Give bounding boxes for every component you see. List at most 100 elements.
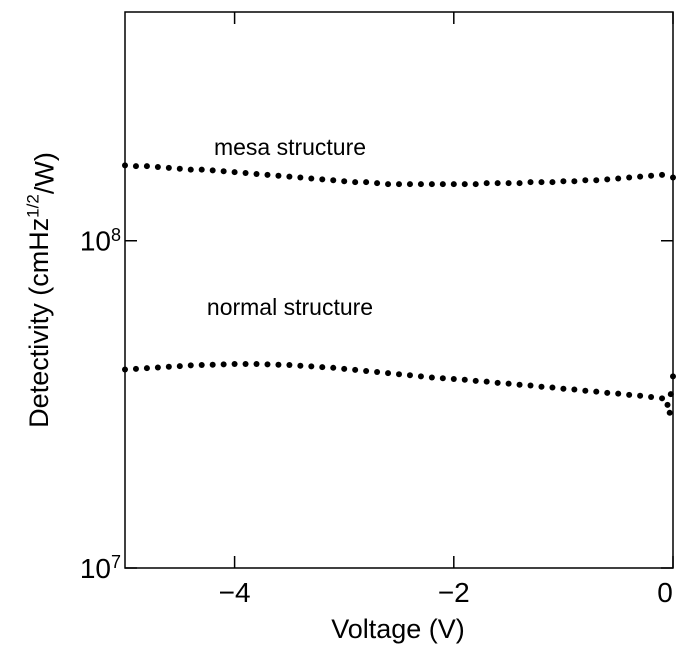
- data-point: [593, 177, 600, 184]
- data-point: [385, 370, 392, 377]
- data-point: [604, 389, 611, 396]
- data-point: [516, 180, 523, 187]
- data-point: [461, 181, 468, 188]
- x-axis-label: Voltage (V): [331, 614, 465, 644]
- y-tick-label: 108: [80, 225, 121, 257]
- data-point: [538, 179, 545, 186]
- data-point: [143, 163, 150, 170]
- data-point: [187, 166, 194, 173]
- x-tick-label: 0: [657, 577, 673, 608]
- data-point: [154, 164, 161, 171]
- data-point: [330, 177, 337, 184]
- data-point: [626, 174, 633, 181]
- data-point: [670, 373, 676, 380]
- data-point: [450, 181, 457, 188]
- data-point: [308, 175, 315, 182]
- data-point: [582, 387, 589, 394]
- data-point: [406, 372, 413, 379]
- series-label: normal structure: [207, 294, 373, 320]
- data-point: [461, 376, 468, 383]
- data-point: [549, 384, 556, 391]
- data-point: [220, 168, 227, 175]
- data-point: [604, 176, 611, 183]
- data-point: [406, 181, 413, 188]
- data-point: [428, 374, 435, 381]
- data-point: [560, 385, 567, 392]
- data-point: [352, 179, 359, 186]
- data-point: [664, 401, 671, 408]
- data-point: [538, 383, 545, 390]
- data-point: [615, 390, 622, 397]
- plot-frame: [124, 11, 674, 569]
- data-point: [275, 361, 282, 368]
- data-point: [374, 369, 381, 376]
- data-point: [231, 361, 238, 368]
- data-point: [667, 391, 674, 398]
- data-point: [417, 181, 424, 188]
- data-point: [417, 373, 424, 380]
- data-point: [494, 180, 501, 187]
- data-point: [472, 377, 479, 384]
- data-point: [637, 173, 644, 180]
- data-point: [648, 394, 655, 401]
- data-point: [253, 361, 260, 368]
- data-point: [505, 380, 512, 387]
- data-point: [439, 375, 446, 382]
- data-point: [264, 171, 271, 178]
- data-point: [626, 391, 633, 398]
- data-point: [659, 171, 666, 178]
- data-point: [396, 371, 402, 378]
- x-tick-label: −2: [438, 577, 470, 608]
- data-point: [363, 179, 370, 186]
- data-point: [253, 170, 260, 177]
- data-point: [396, 181, 402, 188]
- data-point: [231, 169, 238, 176]
- data-point: [472, 181, 479, 188]
- data-point: [319, 364, 326, 371]
- data-point: [450, 376, 457, 383]
- data-point: [154, 364, 161, 371]
- data-point: [670, 174, 676, 181]
- data-point: [374, 180, 381, 187]
- series-label: mesa structure: [214, 134, 366, 160]
- data-point: [242, 361, 249, 368]
- data-point: [176, 165, 183, 172]
- data-point: [341, 178, 348, 185]
- data-point: [560, 178, 567, 185]
- data-point: [165, 363, 172, 370]
- data-point: [428, 181, 435, 188]
- data-point: [122, 366, 128, 373]
- data-point: [132, 365, 139, 372]
- x-tick-label: −4: [219, 577, 251, 608]
- data-point: [176, 363, 183, 370]
- data-point: [666, 409, 673, 416]
- data-point: [527, 382, 534, 389]
- data-point: [648, 172, 655, 179]
- data-point: [198, 166, 205, 173]
- data-point: [363, 367, 370, 374]
- data-point: [615, 175, 622, 182]
- data-point: [582, 177, 589, 184]
- data-point: [132, 163, 139, 170]
- data-point: [527, 179, 534, 186]
- data-point: [187, 362, 194, 369]
- data-point: [297, 362, 304, 369]
- data-point: [209, 167, 216, 174]
- data-point: [286, 362, 293, 369]
- y-tick-label: 107: [80, 552, 121, 584]
- data-point: [439, 181, 446, 188]
- data-point: [516, 381, 523, 388]
- data-point: [122, 162, 128, 169]
- data-point: [593, 388, 600, 395]
- data-point: [483, 378, 490, 385]
- data-point: [220, 361, 227, 368]
- data-point: [637, 392, 644, 399]
- data-point: [286, 173, 293, 180]
- data-point: [330, 364, 337, 371]
- data-point: [341, 365, 348, 372]
- data-point: [549, 179, 556, 186]
- data-point: [659, 395, 666, 402]
- data-point: [319, 176, 326, 183]
- data-point: [494, 379, 501, 386]
